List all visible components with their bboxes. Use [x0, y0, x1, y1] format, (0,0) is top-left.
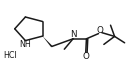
Text: O: O	[97, 26, 104, 35]
Text: HCl: HCl	[3, 52, 17, 60]
Polygon shape	[42, 36, 53, 47]
Text: N: N	[70, 30, 76, 39]
Text: NH: NH	[20, 40, 31, 50]
Text: O: O	[83, 52, 90, 61]
